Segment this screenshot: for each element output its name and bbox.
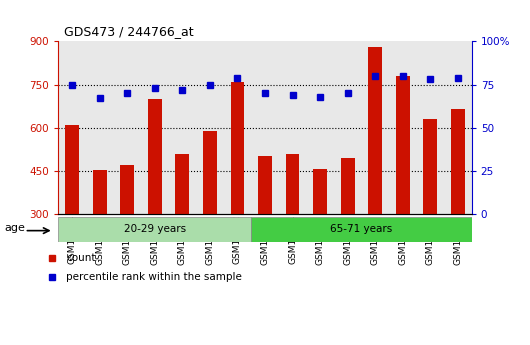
Bar bbox=[175, 154, 189, 214]
Bar bbox=[341, 158, 355, 214]
Bar bbox=[251, 217, 472, 241]
Bar bbox=[396, 76, 410, 214]
Bar bbox=[258, 156, 272, 214]
Text: 65-71 years: 65-71 years bbox=[330, 225, 393, 234]
Bar bbox=[368, 47, 382, 214]
Text: percentile rank within the sample: percentile rank within the sample bbox=[66, 272, 242, 282]
Bar bbox=[203, 130, 217, 214]
Bar bbox=[93, 170, 107, 214]
Bar bbox=[313, 169, 327, 214]
Bar bbox=[286, 154, 299, 214]
Text: count: count bbox=[66, 253, 96, 263]
Bar bbox=[65, 125, 79, 214]
Bar bbox=[451, 109, 465, 214]
Bar bbox=[58, 217, 251, 241]
Bar bbox=[148, 99, 162, 214]
Text: age: age bbox=[5, 223, 25, 233]
Text: GDS473 / 244766_at: GDS473 / 244766_at bbox=[64, 25, 193, 38]
Text: 20-29 years: 20-29 years bbox=[123, 225, 186, 234]
Bar bbox=[231, 82, 244, 214]
Bar bbox=[423, 119, 437, 214]
Bar bbox=[120, 165, 134, 214]
